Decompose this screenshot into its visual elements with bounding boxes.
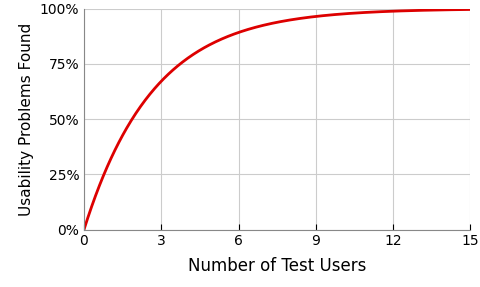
X-axis label: Number of Test Users: Number of Test Users	[188, 257, 366, 275]
Y-axis label: Usability Problems Found: Usability Problems Found	[19, 22, 34, 216]
